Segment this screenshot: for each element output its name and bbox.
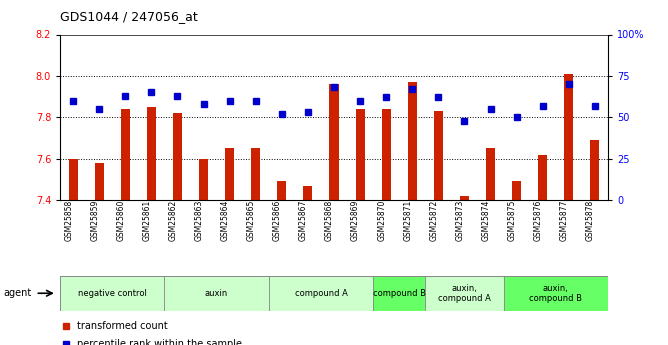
Text: GSM25866: GSM25866 [273, 200, 282, 242]
Bar [407, 82, 417, 200]
Bar [277, 181, 287, 200]
Bar [303, 186, 313, 200]
Text: GSM25860: GSM25860 [116, 200, 126, 242]
Bar [486, 148, 495, 200]
Bar [381, 109, 391, 200]
Text: negative control: negative control [78, 289, 147, 298]
Text: transformed count: transformed count [77, 321, 167, 331]
Text: GSM25875: GSM25875 [508, 200, 516, 242]
Bar [251, 148, 261, 200]
Text: GSM25870: GSM25870 [377, 200, 386, 242]
Bar [269, 276, 373, 310]
Bar [434, 111, 443, 200]
Text: GSM25877: GSM25877 [560, 200, 568, 242]
Bar [121, 109, 130, 200]
Text: GSM25865: GSM25865 [246, 200, 256, 242]
Text: GSM25858: GSM25858 [64, 200, 73, 242]
Bar [373, 276, 426, 310]
Bar [199, 159, 208, 200]
Text: GSM25867: GSM25867 [299, 200, 308, 242]
Text: GSM25873: GSM25873 [456, 200, 464, 242]
Bar [60, 276, 164, 310]
Text: GSM25862: GSM25862 [168, 200, 178, 242]
Text: GDS1044 / 247056_at: GDS1044 / 247056_at [60, 10, 198, 23]
Bar [225, 148, 234, 200]
Bar [564, 74, 573, 200]
Text: GSM25861: GSM25861 [142, 200, 152, 242]
Text: compound B: compound B [373, 289, 426, 298]
Text: compound A: compound A [295, 289, 347, 298]
Bar [164, 276, 269, 310]
Bar [591, 140, 599, 200]
Text: auxin: auxin [205, 289, 228, 298]
Text: GSM25863: GSM25863 [194, 200, 204, 242]
Text: GSM25864: GSM25864 [220, 200, 230, 242]
Text: GSM25871: GSM25871 [403, 200, 412, 242]
Bar [69, 159, 77, 200]
Bar [147, 107, 156, 200]
Bar [95, 163, 104, 200]
Text: GSM25878: GSM25878 [586, 200, 595, 242]
Text: percentile rank within the sample: percentile rank within the sample [77, 339, 242, 345]
Bar [460, 196, 469, 200]
Text: auxin,
compound A: auxin, compound A [438, 284, 491, 303]
Bar [538, 155, 547, 200]
Text: GSM25868: GSM25868 [325, 200, 334, 242]
Text: GSM25869: GSM25869 [351, 200, 360, 242]
Text: auxin,
compound B: auxin, compound B [529, 284, 582, 303]
Bar [173, 113, 182, 200]
Text: GSM25872: GSM25872 [430, 200, 438, 242]
Text: GSM25876: GSM25876 [534, 200, 542, 242]
Bar [329, 84, 339, 200]
Text: GSM25874: GSM25874 [482, 200, 490, 242]
Text: GSM25859: GSM25859 [90, 200, 100, 242]
Bar [512, 181, 521, 200]
Bar [504, 276, 608, 310]
Bar [426, 276, 504, 310]
Bar [355, 109, 365, 200]
Text: agent: agent [3, 288, 31, 298]
